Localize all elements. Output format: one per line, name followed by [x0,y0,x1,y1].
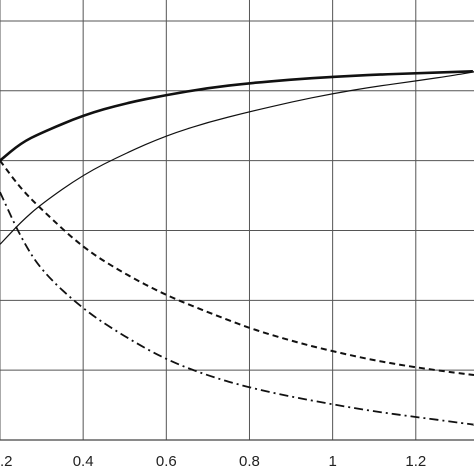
grid [0,0,474,440]
x-tick-label-0: .2 [0,453,13,470]
series-lines [0,69,474,426]
x-tick-label-4: 1 [328,453,336,470]
x-tick-label-2: 0.6 [156,453,177,470]
series-line-4-dash-dot [0,191,474,426]
series-line-3-dashed [0,160,474,376]
x-tick-label-1: 0.4 [73,453,94,470]
x-tick-label-5: 1.2 [405,453,426,470]
series-line-2-solid-thin [0,71,474,245]
x-tick-label-3: 0.8 [239,453,260,470]
series-line-1-solid-thick [0,69,474,162]
x-tick-labels: .2 0.4 0.6 0.8 1 1.2 [0,453,426,470]
